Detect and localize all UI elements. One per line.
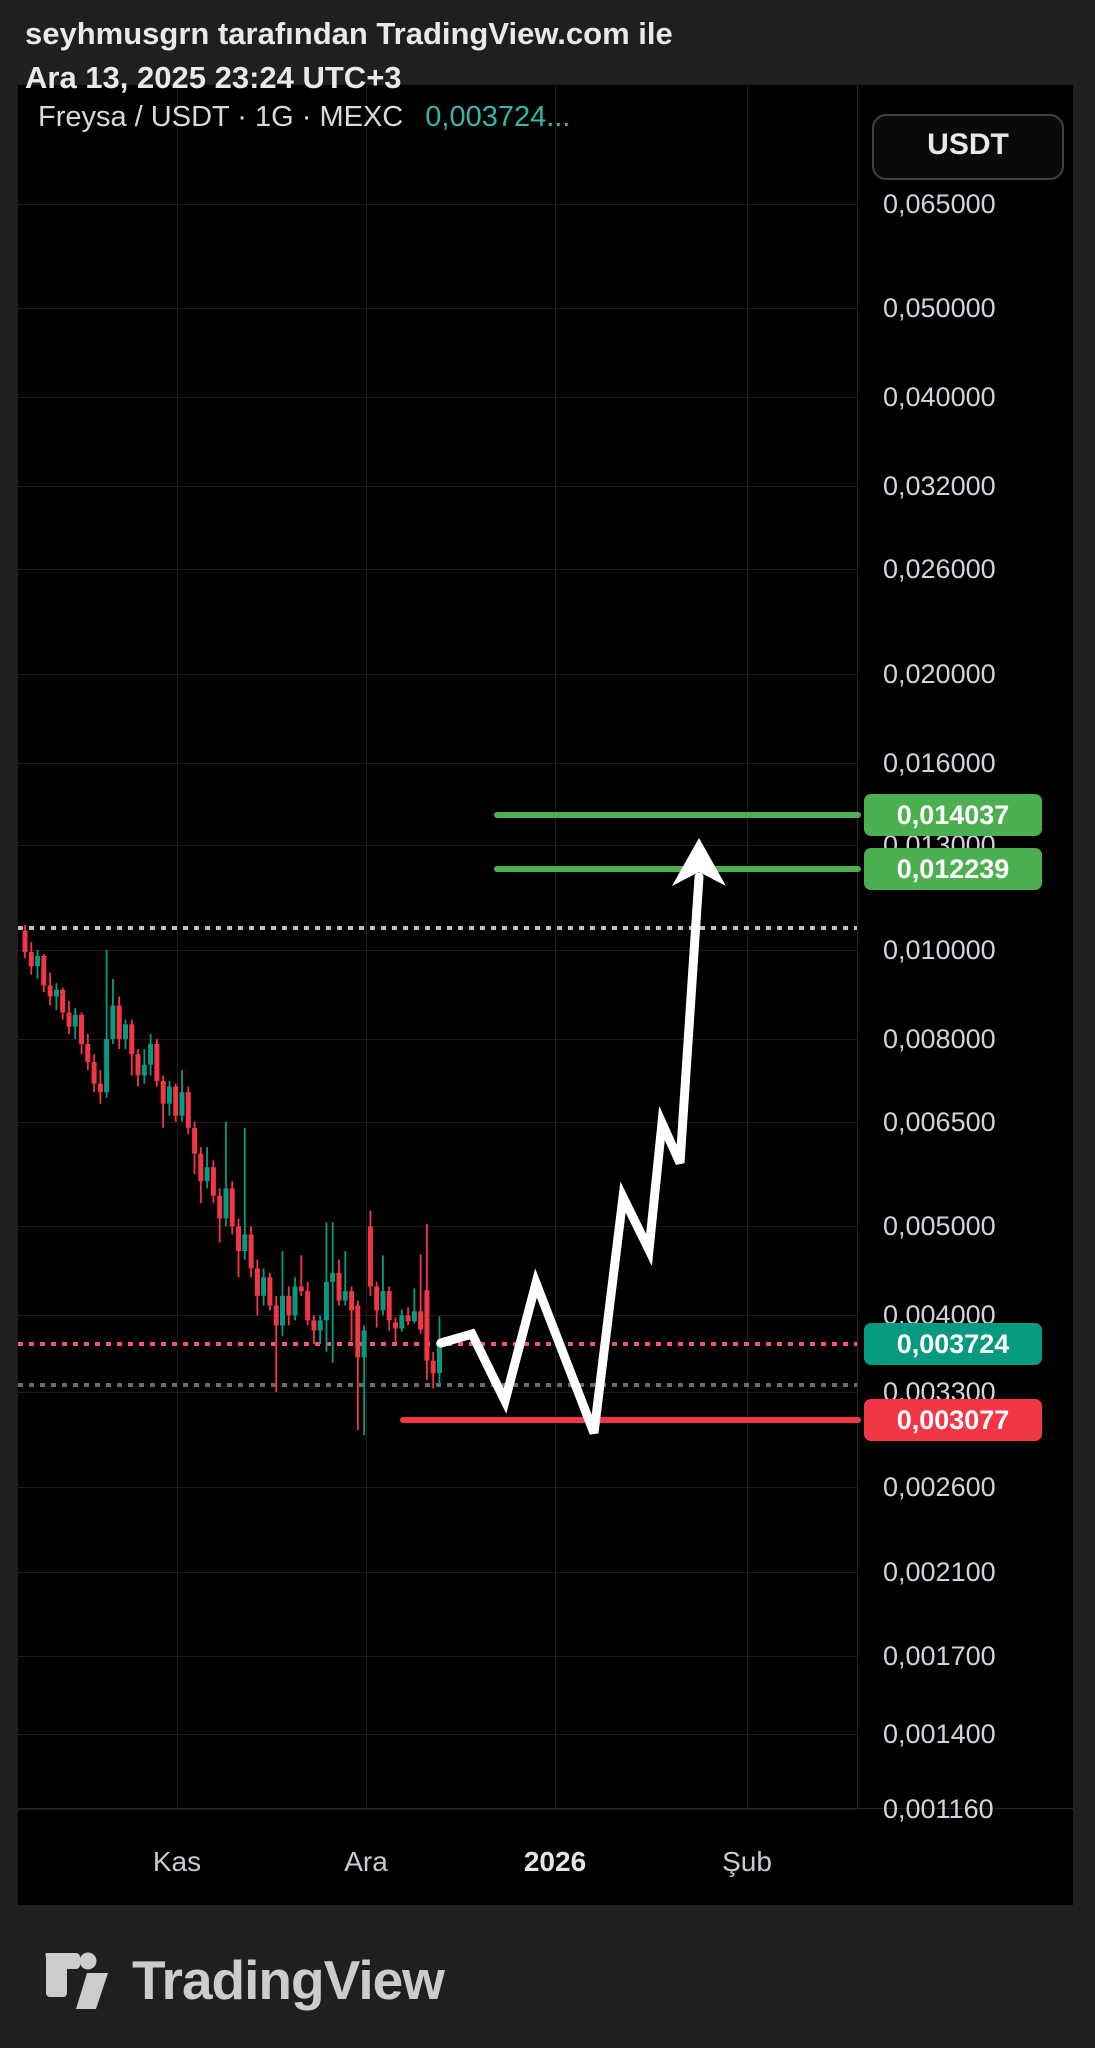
- currency-toggle-button[interactable]: USDT: [872, 114, 1064, 180]
- gridline-horizontal: [18, 486, 857, 488]
- price-scale-separator: [857, 85, 858, 1808]
- last-price-title: 0,003724...: [425, 101, 571, 133]
- gridline-horizontal: [18, 1487, 857, 1489]
- price-tick-label: 0,050000: [883, 293, 996, 324]
- price-tick-label: 0,008000: [883, 1024, 996, 1054]
- gridline-vertical: [366, 85, 367, 1808]
- chart-legend[interactable]: Freysa / USDT · 1G · MEXC 0,003724...: [38, 101, 570, 134]
- time-axis[interactable]: Kas Ara 2026 Şub: [18, 85, 1073, 1905]
- gridline-horizontal: [18, 1572, 857, 1574]
- gridline-horizontal: [18, 203, 857, 205]
- gridline-vertical: [555, 85, 556, 1808]
- level-line-ref-high: [18, 925, 857, 930]
- snapshot-timestamp: Ara 13, 2025 23:24 UTC+3: [25, 60, 402, 95]
- price-tick-label: 0,020000: [883, 658, 996, 689]
- time-tick-label: Kas: [152, 1846, 202, 1877]
- price-tick-label: 0,001400: [883, 1718, 996, 1749]
- gridline-horizontal: [18, 1039, 857, 1040]
- gridline-horizontal: [18, 1656, 857, 1658]
- gridline-horizontal: [18, 673, 857, 675]
- grid-layer: [18, 85, 1073, 1905]
- price-badge-last-price: 0,003724: [864, 1322, 1042, 1365]
- time-tick-label: 2026: [523, 1846, 587, 1877]
- trend-projection-arrow[interactable]: [436, 872, 704, 1435]
- gridline-horizontal: [18, 1392, 857, 1393]
- level-line-ref-low: [18, 1382, 857, 1387]
- chart-surface[interactable]: 0,065000 0,050000 0,040000 0,032000 0,026000…: [18, 85, 1073, 1905]
- price-tick-label: 0,002600: [883, 1472, 996, 1503]
- tradingview-logo-icon: [42, 1952, 108, 2009]
- price-tick-label: 0,026000: [883, 554, 996, 585]
- price-tick-label: 0,005000: [883, 1211, 996, 1242]
- gridline-horizontal: [18, 1226, 857, 1228]
- plot-svg: [22, 838, 726, 1436]
- price-tick-label: 0,016000: [883, 747, 996, 778]
- gridline-horizontal: [18, 569, 857, 571]
- level-line-target-lower: [494, 866, 861, 873]
- price-scale[interactable]: 0,065000 0,050000 0,040000 0,032000 0,026000…: [18, 85, 1073, 1905]
- price-badge-target-lower: 0,012239: [864, 848, 1042, 891]
- gridline-horizontal: [18, 1733, 857, 1735]
- price-badge-target-upper: 0,014037: [864, 793, 1042, 836]
- gridline-horizontal: [18, 950, 857, 951]
- gridline-horizontal: [18, 762, 857, 764]
- price-tick-label: 0,006500: [883, 1106, 996, 1137]
- price-tick-label: 0,010000: [883, 935, 996, 965]
- gridline-horizontal: [18, 1315, 857, 1317]
- share-header: seyhmusgrn tarafından TradingView.com il…: [25, 14, 673, 98]
- time-axis-separator: [18, 1808, 1073, 1809]
- time-tick-label: Şub: [722, 1846, 772, 1877]
- price-tick-label: 0,002100: [883, 1557, 996, 1588]
- tradingview-footer: TradingView: [40, 1948, 445, 2012]
- price-tick-label: 0,032000: [883, 471, 996, 502]
- price-badge-support: 0,003077: [864, 1398, 1042, 1441]
- gridline-horizontal: [18, 308, 857, 310]
- price-tick-label: 0,001160: [883, 1793, 994, 1824]
- gridline-vertical: [747, 85, 748, 1808]
- gridline-horizontal: [18, 1808, 857, 1810]
- price-tick-label: 0,065000: [883, 188, 996, 219]
- gridline-horizontal: [18, 397, 857, 399]
- gridline-vertical: [177, 85, 178, 1808]
- time-tick-label: Ara: [344, 1846, 388, 1877]
- arrowhead: [672, 838, 726, 886]
- price-tick-label: 0,001700: [883, 1641, 996, 1672]
- price-tick-label: 0,040000: [883, 382, 996, 413]
- candlestick-series: [22, 924, 442, 1436]
- attribution-text: seyhmusgrn tarafından TradingView.com il…: [25, 16, 673, 51]
- symbol-title[interactable]: Freysa / USDT · 1G · MEXC: [38, 101, 404, 133]
- level-line-support: [400, 1416, 861, 1423]
- gridline-horizontal: [18, 845, 857, 847]
- tradingview-wordmark: TradingView: [132, 1949, 445, 2011]
- level-line-target-upper: [494, 811, 861, 818]
- gridline-horizontal: [18, 1121, 857, 1123]
